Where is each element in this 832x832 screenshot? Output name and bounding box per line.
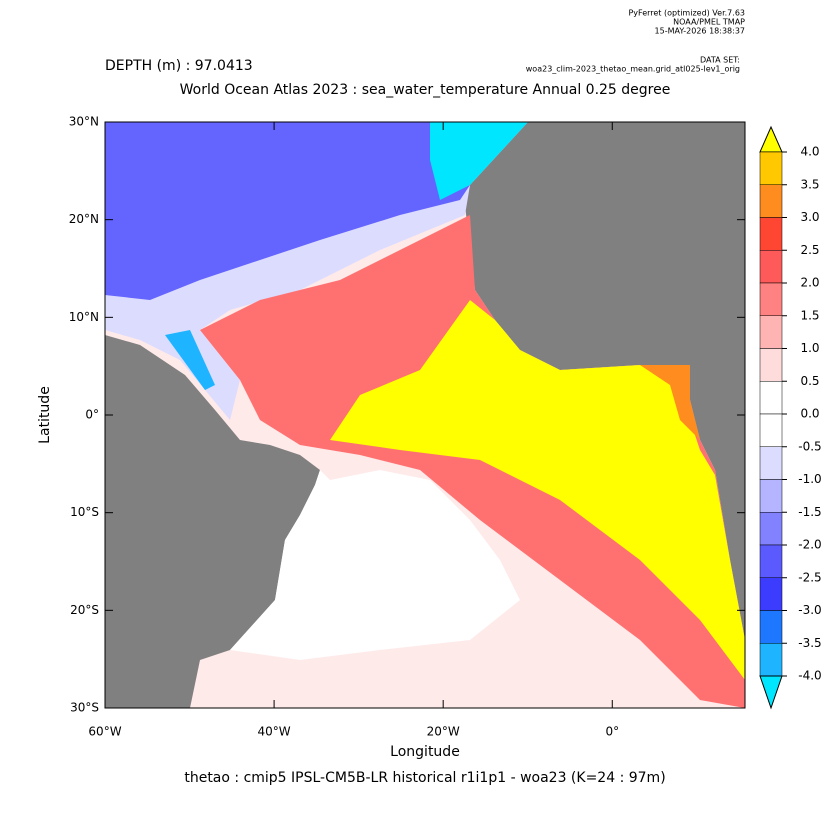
colorbar-label: -2.5 <box>798 570 821 584</box>
x-axis-label: Longitude <box>390 744 460 760</box>
colorbar-band <box>759 643 783 677</box>
timestamp: 15-MAY-2026 18:38:37 <box>655 27 745 36</box>
colorbar-band <box>759 413 783 447</box>
colorbar-label: 2.5 <box>800 243 819 257</box>
colorbar-label: 4.0 <box>800 145 819 159</box>
colorbar-band <box>759 282 783 316</box>
colorbar-label: -3.0 <box>798 603 821 617</box>
map <box>105 122 745 708</box>
hot-region <box>330 300 745 680</box>
x-tick-label: 0° <box>605 725 619 739</box>
colorbar-label: 1.5 <box>800 308 819 322</box>
footer: thetao : cmip5 IPSL-CM5B-LR historical r… <box>184 770 665 786</box>
colorbar-label: -2.0 <box>798 538 821 552</box>
org: NOAA/PMEL TMAP <box>673 18 745 27</box>
ocean-white <box>230 470 520 660</box>
colorbar-label: 1.0 <box>800 341 819 355</box>
x-tick-label: 40°W <box>258 725 291 739</box>
y-tick-label: 20°N <box>69 212 99 226</box>
colorbar-band <box>759 381 783 415</box>
colorbar-extend-bottom <box>759 675 783 710</box>
y-tick-label: 10°N <box>69 310 99 324</box>
y-tick-label: 20°S <box>70 603 99 617</box>
colorbar-label: 2.0 <box>800 276 819 290</box>
colorbar-band <box>759 479 783 513</box>
y-tick-label: 30°N <box>69 115 99 129</box>
colorbar-extend-top <box>759 125 783 153</box>
colorbar-band <box>759 446 783 480</box>
cold-core <box>430 122 528 200</box>
warm-band <box>200 215 745 708</box>
dataset-label: DATA SET: <box>700 56 740 65</box>
colorbar-label: -1.5 <box>798 505 821 519</box>
colorbar-label: 3.5 <box>800 177 819 191</box>
colorbar-band <box>759 512 783 546</box>
x-tick-label: 60°W <box>88 725 121 739</box>
colorbar-label: -0.5 <box>798 439 821 453</box>
colorbar-band <box>759 217 783 251</box>
y-tick-label: 10°S <box>70 505 99 519</box>
colorbar-band <box>759 544 783 578</box>
colorbar-label: -3.5 <box>798 636 821 650</box>
colorbar-label: -4.0 <box>798 669 821 683</box>
colorbar-band <box>759 151 783 185</box>
colorbar-band <box>759 315 783 349</box>
colorbar-label: 0.0 <box>800 407 819 421</box>
colorbar-band <box>759 577 783 611</box>
software: PyFerret (optimized) Ver.7.63 <box>628 9 745 18</box>
colorbar-band <box>759 184 783 218</box>
y-tick-label: 30°S <box>70 701 99 715</box>
colorbar-band <box>759 348 783 382</box>
y-tick-label: 0° <box>85 408 99 422</box>
y-axis-label: Latitude <box>37 386 53 444</box>
title: World Ocean Atlas 2023 : sea_water_tempe… <box>180 82 671 98</box>
colorbar-band <box>759 610 783 644</box>
colorbar-label: -1.0 <box>798 472 821 486</box>
cold-spot <box>165 330 215 390</box>
colorbar-label: 3.0 <box>800 210 819 224</box>
cold-region <box>105 122 528 300</box>
dataset: woa23_clim-2023_thetao_mean.grid_atl025-… <box>526 65 740 74</box>
colorbar-band <box>759 250 783 284</box>
hot-edge <box>640 365 700 440</box>
x-tick-label: 20°W <box>427 725 460 739</box>
colorbar-label: 0.5 <box>800 374 819 388</box>
depth: DEPTH (m) : 97.0413 <box>105 58 253 74</box>
